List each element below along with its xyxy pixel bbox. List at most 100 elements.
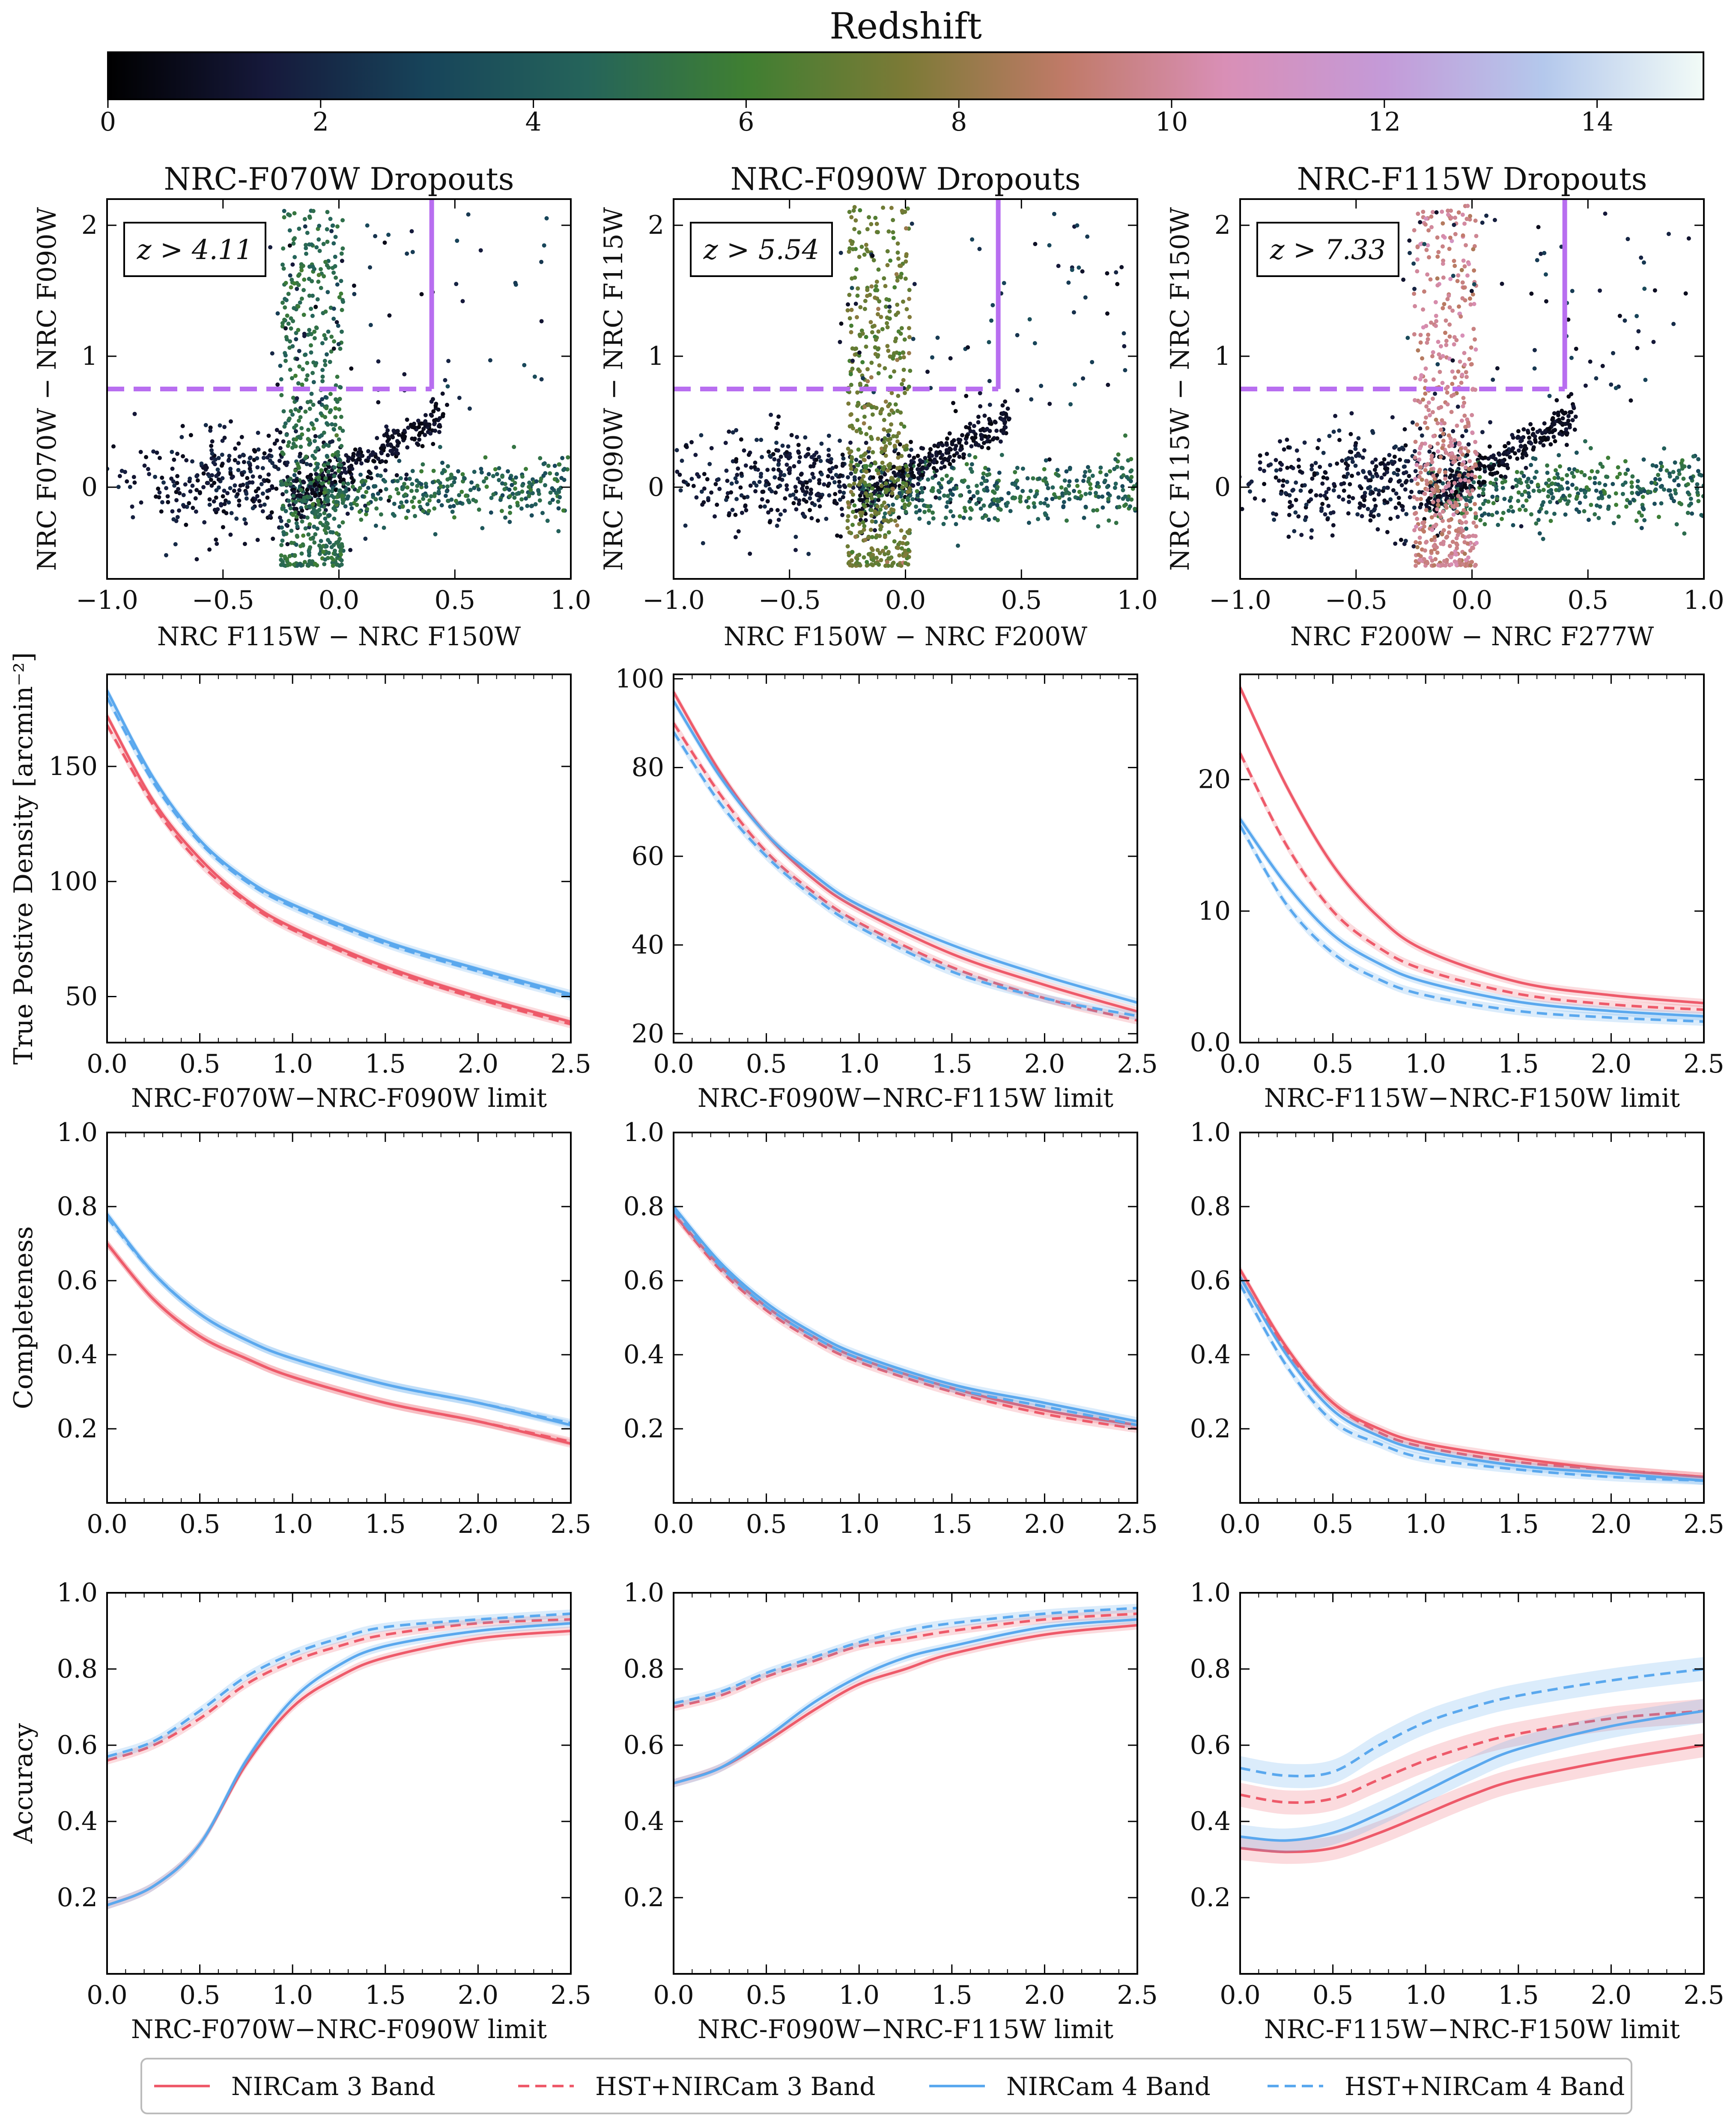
scatter-point — [859, 498, 864, 502]
scatter-point — [429, 412, 433, 417]
scatter-point — [903, 276, 908, 281]
scatter-point — [1123, 433, 1128, 438]
scatter-point — [203, 423, 208, 427]
scatter-point — [1361, 470, 1366, 474]
scatter-point — [323, 525, 328, 529]
scatter-point — [854, 267, 859, 271]
scatter-point — [1508, 455, 1512, 459]
scatter-point — [827, 481, 832, 486]
scatter-point — [880, 446, 884, 451]
scatter-point — [865, 499, 870, 504]
scatter-point — [809, 491, 813, 495]
scatter-point — [854, 346, 859, 351]
scatter-point — [969, 507, 974, 512]
redshift-threshold-label: z > 5.54 — [703, 234, 820, 266]
scatter-point — [863, 451, 868, 456]
scatter-point — [944, 474, 949, 478]
scatter-point — [848, 463, 853, 468]
scatter-point — [1538, 436, 1543, 441]
scatter-point — [902, 337, 907, 342]
scatter-point — [1491, 501, 1496, 506]
scatter-point — [1424, 415, 1428, 420]
scatter-point — [674, 448, 679, 453]
scatter-point — [1468, 214, 1472, 218]
scatter-point — [1556, 482, 1560, 487]
scatter-point — [331, 223, 335, 228]
scatter-point — [217, 485, 221, 490]
scatter-point — [873, 519, 878, 524]
scatter-point — [349, 463, 354, 468]
scatter-point — [727, 513, 731, 518]
scatter-point — [1440, 418, 1444, 423]
scatter-point — [973, 455, 978, 459]
scatter-point — [1521, 427, 1526, 432]
scatter-point — [1463, 298, 1468, 303]
scatter-point — [774, 426, 779, 430]
scatter-point — [1430, 528, 1435, 532]
scatter-point — [1456, 304, 1461, 309]
scatter-point — [1547, 426, 1552, 431]
scatter-point — [837, 474, 842, 479]
scatter-point — [1449, 562, 1454, 567]
scatter-point — [1445, 402, 1450, 407]
scatter-point — [278, 430, 283, 435]
scatter-point — [773, 490, 778, 495]
scatter-point — [869, 508, 874, 513]
scatter-point — [899, 326, 904, 331]
scatter-point — [1509, 495, 1513, 500]
scatter-point — [1468, 507, 1473, 512]
scatter-point — [307, 242, 312, 247]
scatter-point — [309, 477, 313, 481]
scatter-point — [865, 227, 870, 232]
scatter-point — [416, 442, 421, 447]
scatter-point — [301, 288, 306, 292]
scatter-point — [877, 562, 881, 567]
scatter-point — [214, 537, 218, 542]
scatter-point — [147, 472, 152, 477]
scatter-point — [1062, 478, 1067, 483]
scatter-point — [293, 500, 298, 504]
scatter-point — [861, 376, 865, 381]
scatter-point — [1240, 507, 1244, 511]
scatter-point — [247, 480, 252, 485]
scatter-point — [769, 507, 773, 512]
scatter-point — [843, 485, 847, 489]
scatter-point — [190, 483, 195, 488]
scatter-point — [1502, 497, 1507, 501]
scatter-point — [1348, 482, 1352, 486]
scatter-point — [681, 479, 686, 484]
scatter-point — [1281, 478, 1286, 483]
scatter-point — [862, 555, 866, 560]
scatter-point — [1062, 500, 1066, 504]
y-tick-label: 0 — [1214, 472, 1231, 502]
scatter-point — [319, 286, 323, 290]
scatter-point — [879, 558, 883, 563]
scatter-point — [1509, 504, 1513, 509]
scatter-point — [1462, 508, 1466, 513]
scatter-point — [892, 369, 896, 374]
scatter-point — [1385, 486, 1390, 490]
scatter-point — [1412, 228, 1417, 232]
scatter-point — [391, 435, 395, 440]
scatter-point — [294, 542, 298, 547]
scatter-point — [336, 492, 341, 497]
scatter-point — [1336, 495, 1341, 499]
scatter-point — [374, 506, 379, 511]
scatter-point — [417, 500, 422, 504]
scatter-point — [188, 433, 193, 438]
scatter-point — [873, 511, 877, 516]
scatter-point — [278, 364, 283, 368]
scatter-point — [1059, 485, 1064, 490]
scatter-point — [717, 486, 722, 491]
scatter-point — [1128, 479, 1133, 483]
scatter-point — [315, 465, 320, 470]
scatter-point — [983, 434, 988, 439]
redshift-threshold-box — [123, 222, 266, 277]
scatter-point — [1481, 501, 1485, 506]
scatter-point — [1286, 445, 1291, 450]
scatter-point — [916, 476, 921, 480]
scatter-point — [283, 280, 288, 285]
scatter-point — [1626, 237, 1630, 241]
scatter-point — [293, 468, 298, 473]
scatter-point — [859, 513, 864, 518]
